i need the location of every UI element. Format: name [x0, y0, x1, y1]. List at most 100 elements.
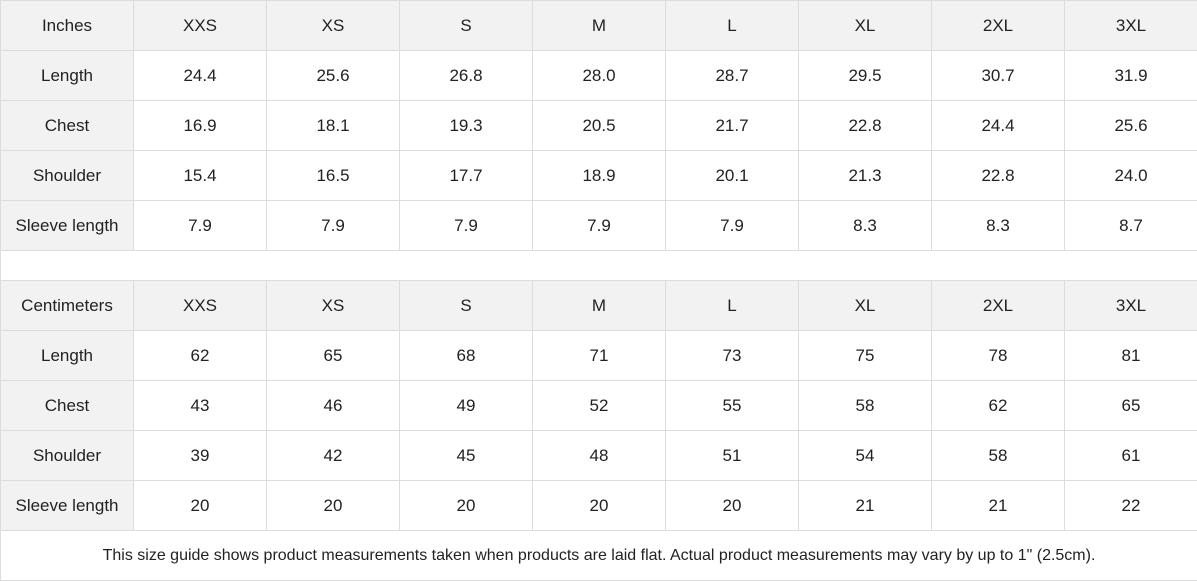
- measurement-label: Sleeve length: [1, 201, 134, 251]
- measurement-value: 21: [799, 481, 932, 531]
- measurement-value: 22.8: [799, 101, 932, 151]
- footer-note: This size guide shows product measuremen…: [1, 531, 1197, 581]
- measurement-value: 22: [1065, 481, 1197, 531]
- size-header: M: [533, 1, 666, 51]
- measurement-value: 24.0: [1065, 151, 1197, 201]
- measurement-value: 39: [134, 431, 267, 481]
- measurement-value: 81: [1065, 331, 1197, 381]
- size-header: 3XL: [1065, 281, 1197, 331]
- measurement-value: 68: [400, 331, 533, 381]
- size-header: XXS: [134, 1, 267, 51]
- measurement-value: 51: [666, 431, 799, 481]
- measurement-value: 20: [134, 481, 267, 531]
- measurement-value: 28.0: [533, 51, 666, 101]
- size-header: 2XL: [932, 281, 1065, 331]
- size-header: M: [533, 281, 666, 331]
- measurement-value: 7.9: [134, 201, 267, 251]
- measurement-value: 30.7: [932, 51, 1065, 101]
- measurement-value: 62: [932, 381, 1065, 431]
- measurement-value: 25.6: [1065, 101, 1197, 151]
- measurement-value: 45: [400, 431, 533, 481]
- measurement-value: 46: [267, 381, 400, 431]
- measurement-value: 24.4: [134, 51, 267, 101]
- measurement-value: 65: [267, 331, 400, 381]
- size-header: XS: [267, 281, 400, 331]
- measurement-label: Sleeve length: [1, 481, 134, 531]
- size-header: XL: [799, 281, 932, 331]
- measurement-value: 48: [533, 431, 666, 481]
- size-header: XL: [799, 1, 932, 51]
- size-header: S: [400, 281, 533, 331]
- measurement-value: 20: [267, 481, 400, 531]
- measurement-value: 65: [1065, 381, 1197, 431]
- measurement-value: 7.9: [533, 201, 666, 251]
- measurement-value: 8.3: [932, 201, 1065, 251]
- measurement-value: 21.3: [799, 151, 932, 201]
- measurement-label: Chest: [1, 381, 134, 431]
- measurement-value: 49: [400, 381, 533, 431]
- measurement-value: 24.4: [932, 101, 1065, 151]
- measurement-value: 20.5: [533, 101, 666, 151]
- measurement-value: 20: [533, 481, 666, 531]
- measurement-value: 20: [666, 481, 799, 531]
- measurement-label: Shoulder: [1, 431, 134, 481]
- measurement-value: 25.6: [267, 51, 400, 101]
- size-header: L: [666, 1, 799, 51]
- measurement-value: 22.8: [932, 151, 1065, 201]
- measurement-value: 52: [533, 381, 666, 431]
- measurement-value: 58: [799, 381, 932, 431]
- spacer-cell: [1, 251, 1197, 281]
- measurement-value: 61: [1065, 431, 1197, 481]
- section-spacer: [1, 251, 1197, 281]
- measurement-value: 7.9: [400, 201, 533, 251]
- measurement-value: 20: [400, 481, 533, 531]
- measurement-label: Length: [1, 51, 134, 101]
- measurement-value: 71: [533, 331, 666, 381]
- measurement-label: Shoulder: [1, 151, 134, 201]
- measurement-value: 29.5: [799, 51, 932, 101]
- size-header: S: [400, 1, 533, 51]
- measurement-label: Chest: [1, 101, 134, 151]
- size-header: L: [666, 281, 799, 331]
- measurement-value: 17.7: [400, 151, 533, 201]
- measurement-value: 75: [799, 331, 932, 381]
- footer-row: This size guide shows product measuremen…: [1, 531, 1197, 581]
- size-header: 3XL: [1065, 1, 1197, 51]
- size-header: XS: [267, 1, 400, 51]
- centimeters-unit-label: Centimeters: [1, 281, 134, 331]
- measurement-value: 43: [134, 381, 267, 431]
- measurement-value: 78: [932, 331, 1065, 381]
- measurement-label: Length: [1, 331, 134, 381]
- measurement-value: 16.9: [134, 101, 267, 151]
- measurement-value: 18.9: [533, 151, 666, 201]
- measurement-value: 42: [267, 431, 400, 481]
- measurement-value: 21: [932, 481, 1065, 531]
- measurement-value: 8.7: [1065, 201, 1197, 251]
- measurement-value: 8.3: [799, 201, 932, 251]
- size-header: XXS: [134, 281, 267, 331]
- measurement-value: 7.9: [267, 201, 400, 251]
- measurement-value: 21.7: [666, 101, 799, 151]
- measurement-value: 58: [932, 431, 1065, 481]
- measurement-value: 16.5: [267, 151, 400, 201]
- measurement-value: 19.3: [400, 101, 533, 151]
- measurement-value: 73: [666, 331, 799, 381]
- measurement-value: 26.8: [400, 51, 533, 101]
- measurement-value: 15.4: [134, 151, 267, 201]
- measurement-value: 54: [799, 431, 932, 481]
- measurement-value: 31.9: [1065, 51, 1197, 101]
- measurement-value: 28.7: [666, 51, 799, 101]
- size-header: 2XL: [932, 1, 1065, 51]
- measurement-value: 55: [666, 381, 799, 431]
- inches-unit-label: Inches: [1, 1, 134, 51]
